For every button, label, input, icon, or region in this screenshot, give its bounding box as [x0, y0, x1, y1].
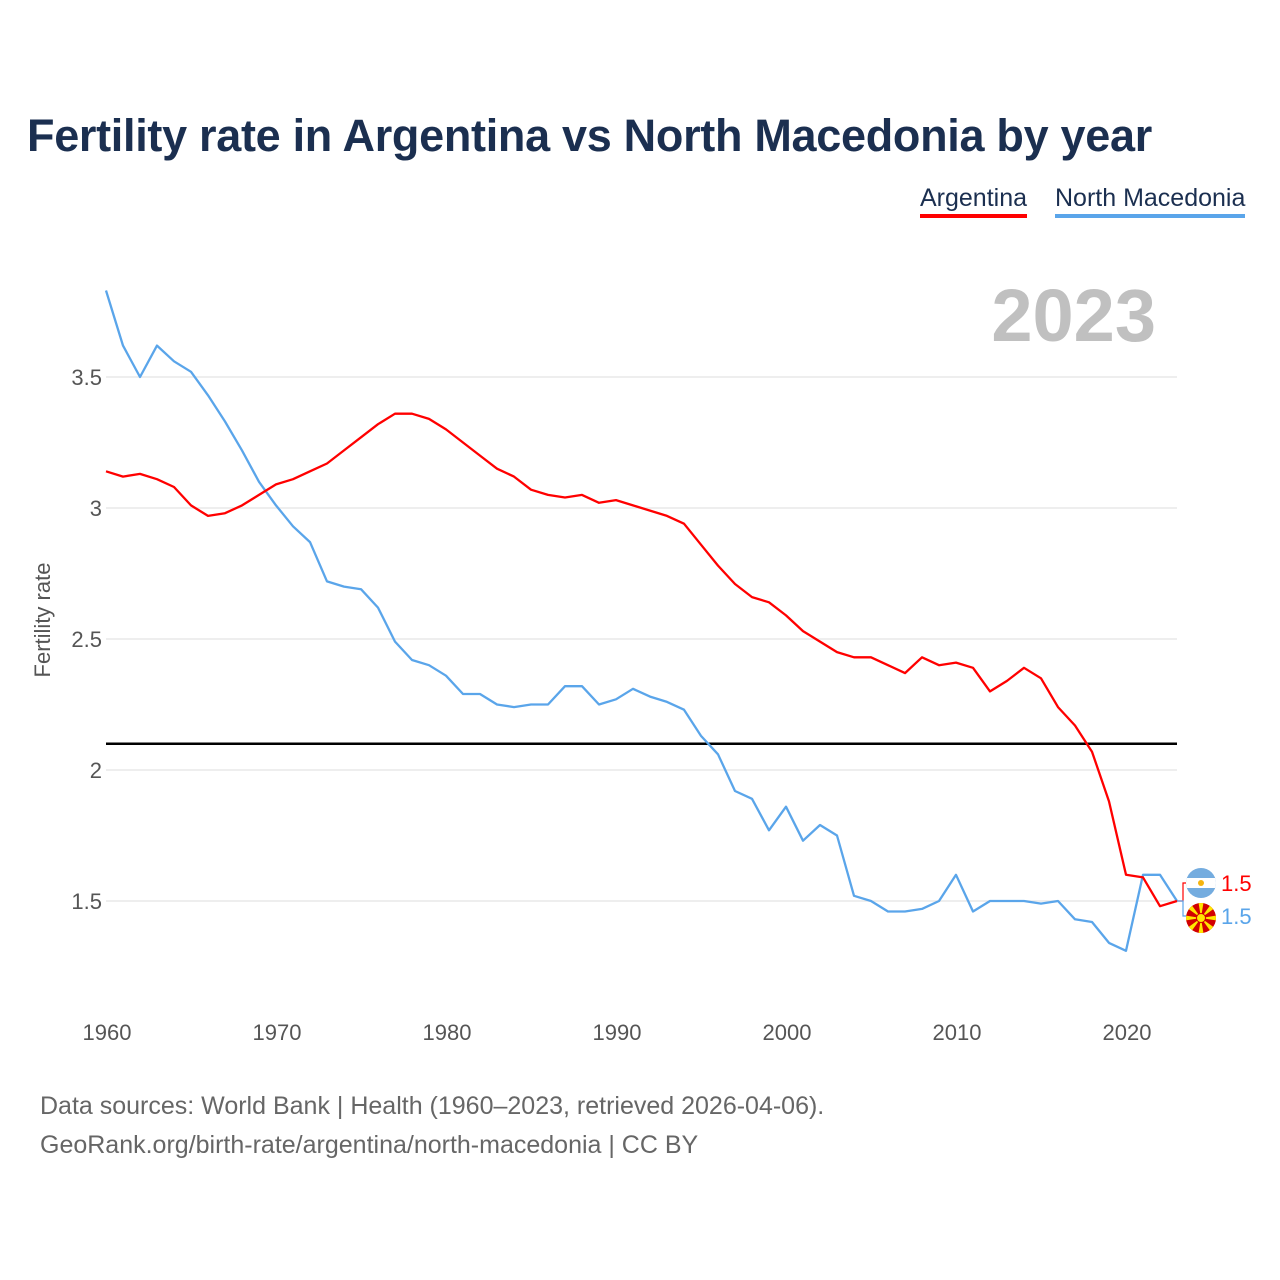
end-value-label: 1.5 — [1221, 904, 1252, 929]
end-connector — [1177, 882, 1187, 902]
flag-argentina-sun — [1198, 880, 1204, 886]
end-value-label: 1.5 — [1221, 871, 1252, 896]
y-tick-label: 2.5 — [71, 627, 102, 652]
year-label: 2023 — [991, 274, 1156, 357]
x-tick-label: 1960 — [83, 1020, 132, 1045]
y-tick-label: 3.5 — [71, 365, 102, 390]
series-line-north-macedonia — [104, 290, 1178, 952]
end-connector — [1177, 900, 1187, 917]
y-tick-label: 1.5 — [71, 889, 102, 914]
footer: Data sources: World Bank | Health (1960–… — [40, 1087, 824, 1165]
flag-sun-ray — [1197, 918, 1205, 933]
footer-link[interactable]: GeoRank.org/birth-rate/argentina/north-m… — [40, 1131, 699, 1159]
legend-argentina[interactable]: Argentina — [920, 184, 1028, 218]
y-axis-label: Fertility rate — [30, 563, 55, 678]
series-line-argentina — [105, 412, 1178, 908]
y-tick-label: 2 — [90, 758, 102, 783]
chart-title: Fertility rate in Argentina vs North Mac… — [27, 110, 1152, 161]
legend-north-macedonia[interactable]: North Macedonia — [1055, 184, 1246, 218]
x-tick-label: 1990 — [593, 1020, 642, 1045]
flag-north-macedonia-sun — [1196, 913, 1206, 923]
x-tick-label: 2000 — [763, 1020, 812, 1045]
flag-sun-ray — [1201, 914, 1216, 922]
x-tick-label: 1970 — [253, 1020, 302, 1045]
y-tick-label: 3 — [90, 496, 102, 521]
x-tick-label: 2020 — [1103, 1020, 1152, 1045]
flag-sun-ray — [1197, 903, 1205, 918]
flag-sun-ray — [1186, 914, 1201, 922]
footer-sources: Data sources: World Bank | Health (1960–… — [40, 1092, 825, 1120]
x-tick-label: 1980 — [423, 1020, 472, 1045]
x-tick-label: 2010 — [933, 1020, 982, 1045]
